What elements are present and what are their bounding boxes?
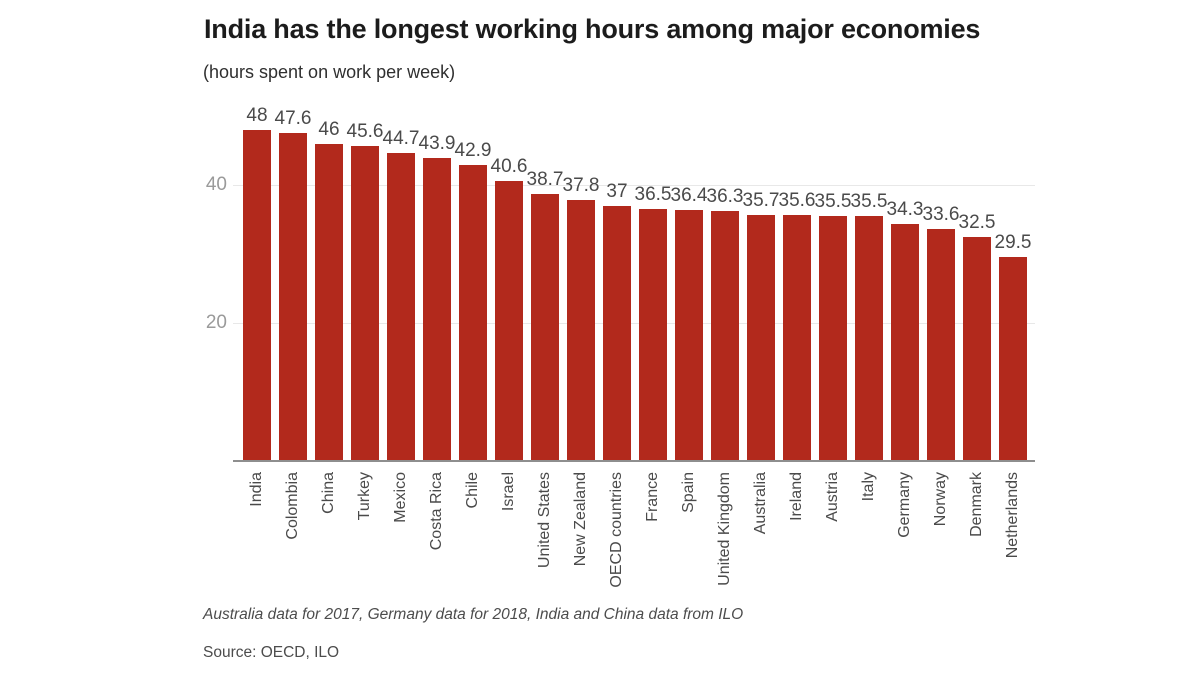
bar-value-label: 37 bbox=[606, 181, 628, 202]
x-axis-category-label: Spain bbox=[680, 472, 697, 513]
bar-value-label: 35.6 bbox=[778, 190, 816, 211]
bar-united-kingdom bbox=[711, 211, 739, 461]
x-axis-category-label: United States bbox=[536, 472, 553, 569]
bar-netherlands bbox=[999, 257, 1027, 461]
x-axis-category-label: Chile bbox=[464, 472, 481, 509]
chart-footnote: Australia data for 2017, Germany data fo… bbox=[203, 606, 744, 623]
chart-title: India has the longest working hours amon… bbox=[204, 14, 981, 44]
bar-value-label: 32.5 bbox=[958, 212, 996, 233]
bar-united-states bbox=[531, 194, 559, 461]
bar-mexico bbox=[387, 153, 415, 461]
y-gridline bbox=[233, 323, 1035, 324]
bar-value-label: 35.5 bbox=[850, 191, 888, 212]
bar-china bbox=[315, 144, 343, 461]
y-axis-tick-label: 20 bbox=[205, 312, 227, 333]
bar-value-label: 44.7 bbox=[382, 128, 420, 149]
bar-value-label: 45.6 bbox=[346, 121, 384, 142]
bar-india bbox=[243, 130, 271, 461]
bar-turkey bbox=[351, 146, 379, 461]
chart-source: Source: OECD, ILO bbox=[203, 644, 340, 661]
bar-value-label: 37.8 bbox=[562, 175, 600, 196]
bar-value-label: 33.6 bbox=[922, 204, 960, 225]
x-axis-category-label: India bbox=[248, 472, 265, 507]
x-axis-category-label: New Zealand bbox=[572, 472, 589, 567]
bar-value-label: 48 bbox=[246, 105, 268, 126]
bar-value-label: 34.3 bbox=[886, 199, 924, 220]
bar-value-label: 36.4 bbox=[670, 185, 708, 206]
x-axis-category-label: Ireland bbox=[788, 472, 805, 521]
x-axis-category-label: Mexico bbox=[392, 472, 409, 523]
bar-austria bbox=[819, 216, 847, 461]
x-axis-category-label: Israel bbox=[500, 472, 517, 512]
x-axis-category-label: China bbox=[320, 472, 337, 514]
bar-australia bbox=[747, 215, 775, 461]
x-axis-category-label: Austria bbox=[824, 472, 841, 522]
bar-spain bbox=[675, 210, 703, 461]
x-axis-category-label: OECD countries bbox=[608, 472, 625, 588]
bar-chile bbox=[459, 165, 487, 461]
bar-ireland bbox=[783, 215, 811, 461]
bar-value-label: 36.3 bbox=[706, 186, 744, 207]
bar-value-label: 38.7 bbox=[526, 169, 564, 190]
bar-value-label: 35.7 bbox=[742, 190, 780, 211]
bar-costa-rica bbox=[423, 158, 451, 461]
bar-denmark bbox=[963, 237, 991, 461]
x-axis-category-label: Germany bbox=[896, 472, 913, 538]
bar-value-label: 35.5 bbox=[814, 191, 852, 212]
x-axis-category-label: Norway bbox=[932, 472, 949, 527]
chart-subtitle: (hours spent on work per week) bbox=[203, 62, 456, 82]
x-axis-category-label: Costa Rica bbox=[428, 472, 445, 551]
x-axis-category-label: Netherlands bbox=[1004, 472, 1021, 559]
y-axis-tick-label: 40 bbox=[205, 174, 227, 195]
x-axis-line bbox=[233, 460, 1035, 462]
bar-israel bbox=[495, 181, 523, 461]
x-axis-category-label: Italy bbox=[860, 472, 877, 502]
bar-new-zealand bbox=[567, 200, 595, 461]
bar-value-label: 29.5 bbox=[994, 232, 1032, 253]
bar-colombia bbox=[279, 133, 307, 461]
bar-value-label: 36.5 bbox=[634, 184, 672, 205]
x-axis-category-label: Turkey bbox=[356, 472, 373, 521]
x-axis-category-label: France bbox=[644, 472, 661, 522]
x-axis-category-label: Australia bbox=[752, 472, 769, 535]
bar-oecd-countries bbox=[603, 206, 631, 461]
bar-italy bbox=[855, 216, 883, 461]
x-axis-category-label: Colombia bbox=[284, 472, 301, 540]
bar-france bbox=[639, 209, 667, 461]
x-axis-category-label: Denmark bbox=[968, 472, 985, 537]
bar-value-label: 40.6 bbox=[490, 156, 528, 177]
bar-value-label: 47.6 bbox=[274, 108, 312, 129]
x-axis-category-label: United Kingdom bbox=[716, 472, 733, 586]
bar-germany bbox=[891, 224, 919, 461]
bar-value-label: 46 bbox=[318, 119, 340, 140]
bar-value-label: 43.9 bbox=[418, 133, 456, 154]
bar-norway bbox=[927, 229, 955, 461]
bar-value-label: 42.9 bbox=[454, 140, 492, 161]
y-gridline bbox=[233, 185, 1035, 186]
